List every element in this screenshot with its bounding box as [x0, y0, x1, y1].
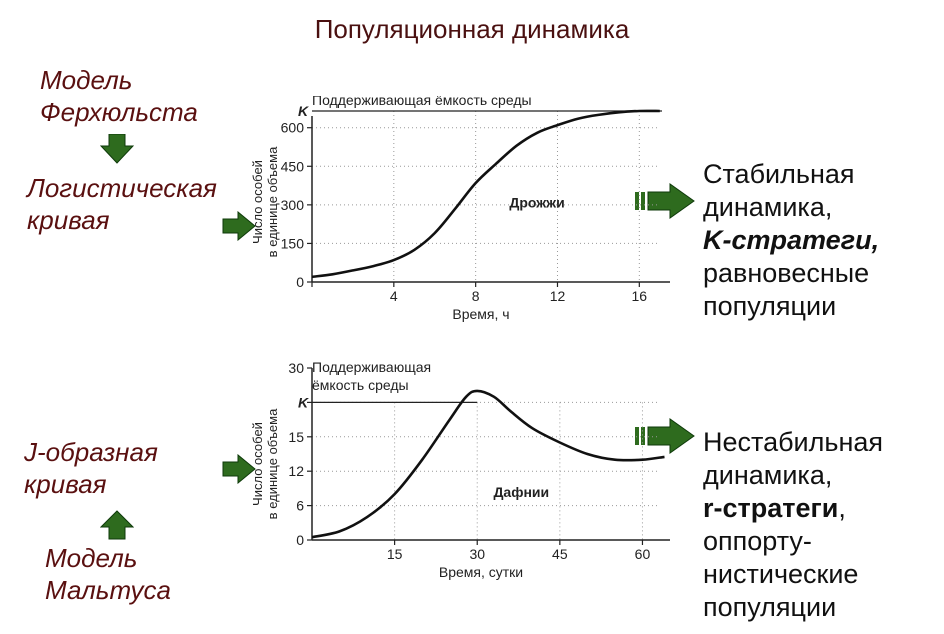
capacity-label: Поддерживающая ёмкость среды: [312, 96, 532, 108]
k-strategists-text: K-стратеги,: [703, 225, 880, 255]
series-line: [311, 109, 660, 279]
text-line: Нестабильная: [703, 427, 884, 457]
arrow-down-icon: [100, 134, 134, 164]
text-line: динамика,: [703, 460, 833, 490]
text-line: популяции: [703, 592, 837, 622]
x-tick-label: 15: [387, 546, 403, 562]
unstable-dynamics-text: Нестабильная динамика, r-стратеги, оппор…: [703, 426, 883, 624]
y-tick-label: 12: [288, 463, 304, 479]
x-tick-label: 12: [550, 288, 566, 304]
capacity-label: Поддерживающая: [312, 359, 431, 375]
x-tick-label: 8: [472, 288, 480, 304]
striped-arrow-right-icon: [635, 418, 695, 454]
y-tick-label: 150: [281, 235, 305, 251]
x-axis-label: Время, сутки: [439, 564, 523, 580]
y-tick-label: 15: [288, 429, 304, 445]
k-label: K: [298, 103, 309, 119]
y-tick-label: 450: [281, 158, 305, 174]
y-tick-label: 6: [296, 498, 304, 514]
y-tick-label: 30: [288, 360, 304, 376]
y-axis-label: Число особейв единице объема: [250, 146, 280, 257]
striped-arrow-right-icon: [635, 183, 695, 219]
text-line: равновесные: [703, 258, 870, 288]
capacity-label: ёмкость среды: [312, 377, 409, 393]
arrow-right-icon: [222, 211, 256, 241]
text-line: Стабильная: [703, 159, 855, 189]
organism-label: Дрожжи: [509, 194, 564, 210]
organism-label: Дафнии: [493, 484, 549, 500]
x-tick-label: 60: [635, 546, 651, 562]
j-curve-label: J-образная кривая: [24, 437, 158, 499]
x-axis-label: Время, ч: [452, 306, 509, 322]
page-title: Популяционная динамика: [314, 14, 630, 44]
y-tick-label: 0: [296, 274, 304, 290]
arrow-up-icon: [100, 510, 134, 540]
r-strategists-text: r-стратеги,: [703, 493, 846, 523]
y-axis-label: Число особейв единице объема: [250, 408, 280, 519]
text-line: оппорту-: [703, 526, 812, 556]
text-line: популяции: [703, 291, 837, 321]
stable-dynamics-text: Стабильная динамика, K-стратеги, равнове…: [703, 158, 879, 323]
y-tick-label: 0: [296, 532, 304, 548]
x-tick-label: 4: [390, 288, 398, 304]
series-line: [311, 389, 665, 539]
y-tick-label: 600: [281, 120, 305, 136]
text-line: нистические: [703, 559, 859, 589]
logistic-curve-label: Логистическая кривая: [27, 173, 217, 235]
text-line: динамика,: [703, 192, 833, 222]
x-tick-label: 30: [469, 546, 485, 562]
x-tick-label: 16: [632, 288, 648, 304]
arrow-right-icon: [222, 454, 256, 484]
k-label: K: [298, 394, 309, 410]
malthus-model-label: Модель Мальтуса: [45, 543, 172, 605]
y-tick-label: 300: [281, 197, 305, 213]
verhulst-model-label: Модель Ферхюльста: [40, 65, 198, 127]
x-tick-label: 45: [552, 546, 568, 562]
